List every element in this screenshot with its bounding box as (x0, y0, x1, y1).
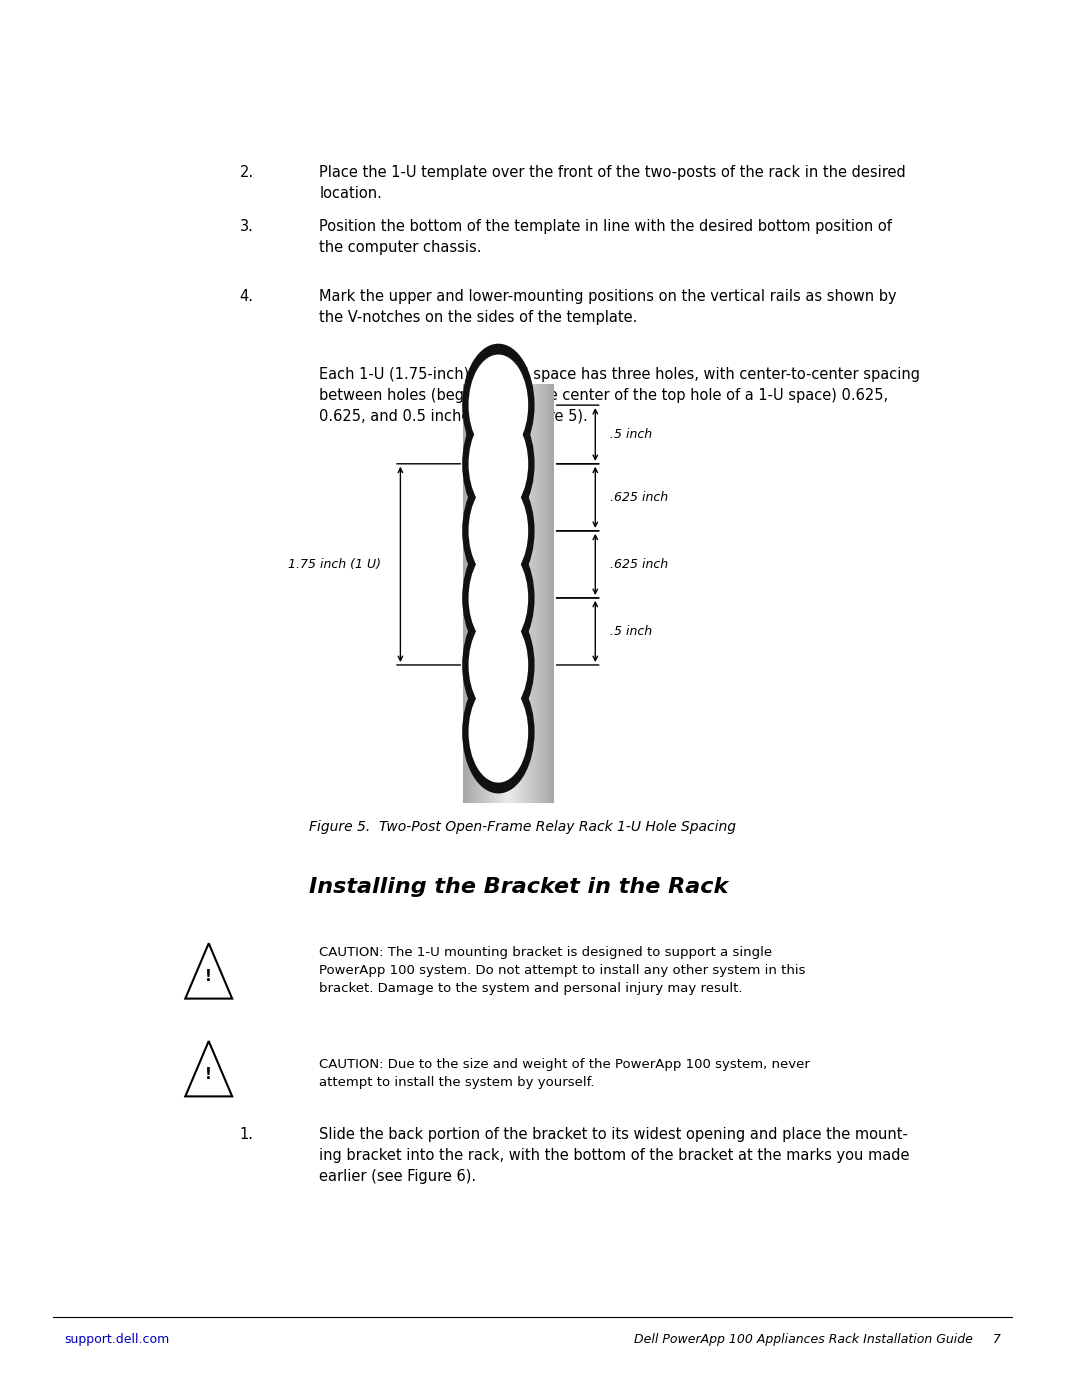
Text: 2.: 2. (240, 165, 254, 180)
Text: 1.: 1. (240, 1127, 254, 1143)
Bar (542, 384, 544, 803)
Bar (513, 384, 515, 803)
Bar (552, 384, 554, 803)
Bar (509, 384, 511, 803)
Bar (504, 384, 507, 803)
Ellipse shape (462, 671, 535, 793)
Bar (474, 384, 476, 803)
Bar (480, 384, 482, 803)
Text: Figure 5.  Two-Post Open-Frame Relay Rack 1-U Hole Spacing: Figure 5. Two-Post Open-Frame Relay Rack… (309, 820, 735, 834)
Bar (527, 384, 529, 803)
Text: .625 inch: .625 inch (610, 557, 669, 571)
Bar (490, 384, 492, 803)
Ellipse shape (469, 414, 528, 514)
Text: 4.: 4. (240, 289, 254, 305)
Text: Slide the back portion of the bracket to its widest opening and place the mount-: Slide the back portion of the bracket to… (320, 1127, 910, 1185)
Bar (540, 384, 542, 803)
Bar (468, 384, 470, 803)
Bar (497, 384, 499, 803)
Bar (472, 384, 474, 803)
Text: !: ! (205, 1067, 212, 1081)
Bar (534, 384, 536, 803)
Bar (529, 384, 531, 803)
Bar (550, 384, 552, 803)
Text: Each 1-U (1.75-inch) vertical space has three holes, with center-to-center spaci: Each 1-U (1.75-inch) vertical space has … (320, 367, 920, 425)
Text: Position the bottom of the template in line with the desired bottom position of
: Position the bottom of the template in l… (320, 219, 892, 256)
Polygon shape (186, 943, 232, 999)
Text: .5 inch: .5 inch (610, 427, 652, 441)
Bar (463, 384, 554, 803)
Bar (524, 384, 527, 803)
Text: 1.75 inch (1 U): 1.75 inch (1 U) (288, 557, 381, 571)
Bar (511, 384, 513, 803)
Bar (546, 384, 550, 803)
Bar (488, 384, 490, 803)
Ellipse shape (469, 682, 528, 782)
Bar (531, 384, 534, 803)
Ellipse shape (462, 402, 535, 525)
Ellipse shape (462, 536, 535, 659)
Bar (463, 384, 465, 803)
Text: Dell PowerApp 100 Appliances Rack Installation Guide     7: Dell PowerApp 100 Appliances Rack Instal… (634, 1333, 1001, 1345)
Bar (544, 384, 546, 803)
Text: support.dell.com: support.dell.com (64, 1333, 170, 1345)
Bar (484, 384, 486, 803)
Ellipse shape (469, 481, 528, 581)
Text: Mark the upper and lower-mounting positions on the vertical rails as shown by
th: Mark the upper and lower-mounting positi… (320, 289, 897, 326)
Bar (538, 384, 540, 803)
Bar (492, 384, 495, 803)
Text: !: ! (205, 970, 212, 983)
Text: .5 inch: .5 inch (610, 624, 652, 638)
Ellipse shape (462, 344, 535, 467)
Text: .625 inch: .625 inch (610, 490, 669, 504)
Bar (507, 384, 509, 803)
Bar (499, 384, 502, 803)
Ellipse shape (462, 604, 535, 726)
Text: Installing the Bracket in the Rack: Installing the Bracket in the Rack (309, 877, 728, 897)
Bar (476, 384, 480, 803)
Bar (522, 384, 524, 803)
Bar (482, 384, 484, 803)
Ellipse shape (469, 615, 528, 715)
Text: 3.: 3. (240, 219, 254, 235)
Text: CAUTION: The 1-U mounting bracket is designed to support a single
PowerApp 100 s: CAUTION: The 1-U mounting bracket is des… (320, 946, 806, 995)
Ellipse shape (462, 469, 535, 592)
Bar (486, 384, 488, 803)
Bar (517, 384, 519, 803)
Bar (465, 384, 468, 803)
Text: Place the 1-U template over the front of the two-posts of the rack in the desire: Place the 1-U template over the front of… (320, 165, 906, 201)
Bar (536, 384, 538, 803)
Bar (495, 384, 497, 803)
Bar (502, 384, 504, 803)
Polygon shape (186, 1041, 232, 1097)
Ellipse shape (469, 355, 528, 455)
Bar (470, 384, 472, 803)
Ellipse shape (469, 548, 528, 648)
Text: CAUTION: Due to the size and weight of the PowerApp 100 system, never
attempt to: CAUTION: Due to the size and weight of t… (320, 1058, 810, 1088)
Bar (519, 384, 522, 803)
Bar (515, 384, 517, 803)
